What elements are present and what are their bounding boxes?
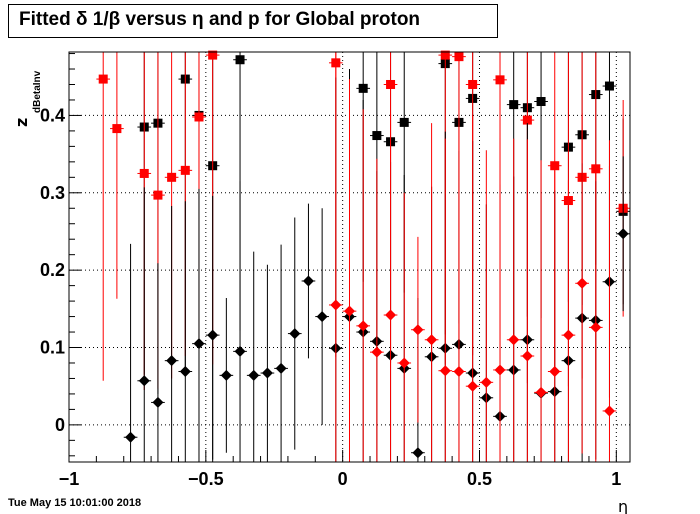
data-point-3-10 — [467, 380, 479, 392]
data-point-3-16 — [549, 365, 561, 377]
data-point-3-7 — [426, 334, 438, 346]
data-point-3-18 — [576, 277, 588, 289]
data-point-3-17 — [562, 329, 574, 341]
data-point-0-6 — [358, 83, 368, 93]
data-point-3-13 — [508, 334, 520, 346]
data-point-3-14 — [521, 350, 533, 362]
plot-frame — [68, 51, 631, 463]
data-point-3-11 — [480, 376, 492, 388]
data-point-1-7 — [208, 50, 218, 60]
data-point-1-3 — [153, 190, 163, 200]
date-stamp: Tue May 15 10:01:00 2018 — [8, 497, 142, 509]
data-point-1-14 — [522, 115, 532, 125]
series-0 — [137, 52, 630, 460]
data-point-3-8 — [439, 365, 451, 377]
data-point-2-5 — [193, 338, 205, 350]
data-point-2-36 — [617, 228, 629, 240]
y-axis-label: z — [12, 118, 31, 127]
y-axis-label-subscript: dBetaInv — [32, 70, 43, 113]
data-point-3-20 — [603, 405, 615, 417]
data-point-2-4 — [179, 365, 191, 377]
data-point-1-13 — [495, 75, 505, 85]
data-point-3-5 — [398, 357, 410, 369]
y-tick-label-2: 0.2 — [40, 260, 65, 280]
data-point-2-11 — [275, 362, 287, 374]
data-point-1-18 — [591, 164, 601, 174]
data-point-0-7 — [372, 131, 382, 141]
x-tick-label-3: 0.5 — [467, 469, 492, 489]
series-3 — [328, 52, 617, 462]
data-point-2-13 — [302, 275, 314, 287]
data-point-2-0 — [125, 431, 137, 443]
data-point-1-5 — [180, 165, 190, 175]
data-point-0-5 — [235, 55, 245, 65]
data-point-1-2 — [139, 168, 149, 178]
data-point-1-11 — [454, 52, 464, 62]
data-point-2-3 — [166, 355, 178, 367]
data-point-1-12 — [468, 79, 478, 89]
data-point-2-2 — [152, 396, 164, 408]
data-point-1-6 — [194, 112, 204, 122]
x-tick-label-2: 0 — [338, 469, 348, 489]
data-point-3-12 — [494, 364, 506, 376]
x-tick-label-0: −1 — [59, 469, 80, 489]
chart-title: Fitted δ 1/β versus η and p for Global p… — [19, 9, 421, 30]
data-point-1-4 — [167, 172, 177, 182]
chart-title-box: Fitted δ 1/β versus η and p for Global p… — [8, 4, 498, 38]
y-tick-label-0: 0 — [55, 415, 65, 435]
y-tick-label-1: 0.1 — [40, 338, 65, 358]
data-point-0-15 — [536, 97, 546, 107]
data-point-3-19 — [590, 321, 602, 333]
data-point-3-1 — [344, 305, 355, 317]
data-point-3-6 — [412, 324, 424, 336]
data-point-3-3 — [371, 346, 383, 358]
x-tick-label-1: −0.5 — [188, 469, 224, 489]
data-point-0-13 — [509, 100, 519, 110]
x-tick-label-4: 1 — [611, 469, 621, 489]
data-point-2-1 — [138, 375, 150, 387]
data-point-3-15 — [535, 386, 547, 398]
data-point-1-15 — [550, 161, 560, 171]
data-point-3-4 — [385, 309, 397, 321]
data-point-1-10 — [440, 50, 450, 60]
data-point-2-21 — [412, 447, 424, 459]
data-layer — [96, 50, 630, 462]
data-point-3-9 — [453, 365, 465, 377]
data-point-0-19 — [604, 81, 614, 91]
y-tick-label-3: 0.3 — [40, 183, 65, 203]
data-point-1-1 — [112, 124, 122, 134]
data-point-2-6 — [207, 329, 219, 341]
data-point-2-7 — [220, 369, 232, 381]
x-axis-label: η — [618, 497, 628, 514]
data-point-1-0 — [98, 74, 108, 84]
data-point-3-0 — [330, 299, 342, 311]
data-point-2-9 — [248, 369, 260, 381]
data-point-2-12 — [289, 328, 301, 340]
data-point-2-10 — [261, 367, 273, 379]
data-point-2-8 — [234, 345, 246, 357]
data-point-0-9 — [399, 117, 409, 127]
data-point-1-9 — [386, 79, 396, 89]
y-tick-label-4: 0.4 — [40, 105, 65, 125]
data-point-2-14 — [316, 311, 328, 323]
axis-layer: −1 −0.5 0 0.5 1 0 0.1 0.2 0.3 0.4 — [40, 53, 621, 489]
data-point-3-2 — [357, 320, 369, 332]
